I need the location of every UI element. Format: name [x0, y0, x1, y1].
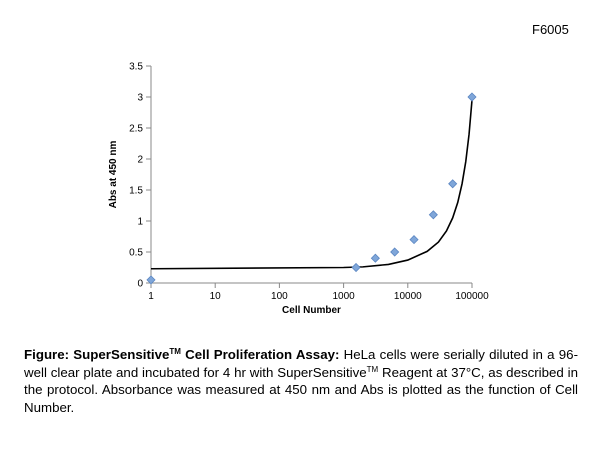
y-tick-label: 2	[137, 155, 143, 166]
x-tick-label: 1	[148, 291, 154, 302]
data-point	[428, 210, 438, 220]
figure-code: F6005	[532, 22, 569, 37]
data-points	[146, 92, 477, 285]
y-axis-label: Abs at 450 nm	[108, 140, 119, 208]
axes	[146, 65, 473, 288]
y-tick-label: 2.5	[129, 124, 143, 135]
data-point	[467, 92, 477, 102]
x-tick-label: 1000	[332, 291, 355, 302]
data-point	[146, 275, 156, 285]
trendline	[150, 100, 473, 270]
data-point	[409, 235, 419, 245]
data-point	[370, 253, 380, 263]
caption-title-main: Figure: SuperSensitive	[24, 347, 170, 362]
data-point	[390, 247, 400, 257]
y-tick-label: 1.5	[129, 186, 143, 197]
y-tick-label: 1	[137, 217, 143, 228]
caption-body-b: Reagent at 37°C, as described in the pro…	[24, 364, 579, 415]
data-point	[448, 179, 458, 189]
x-axis-label: Cell Number	[282, 305, 341, 316]
caption-body-sup: TM	[366, 364, 379, 374]
scatter-chart: 0 0.5 1 1.5 2 2.5 3 3.5 1 10 100 1000 10000 100000 Ce…	[108, 62, 489, 317]
y-tick-label: 3	[137, 93, 143, 104]
y-tick-label: 0	[137, 279, 143, 290]
y-tick-label: 3.5	[129, 62, 143, 73]
x-tick-label: 10000	[394, 291, 422, 302]
caption-title-rest: Cell Proliferation Assay:	[180, 347, 340, 362]
caption-body-a: HeLa cells were serially diluted in a 96…	[24, 347, 578, 380]
caption-title-sup: TM	[169, 347, 181, 356]
x-tick-label: 100000	[455, 291, 489, 302]
data-point	[351, 262, 361, 273]
figure-caption: Figure: SuperSensitiveTM Cell Proliferat…	[24, 346, 578, 416]
x-tick-label: 10	[210, 291, 222, 302]
caption-title: Figure: SuperSensitiveTM Cell Proliferat…	[24, 347, 339, 362]
y-tick-label: 0.5	[129, 248, 143, 259]
x-tick-label: 100	[271, 291, 288, 302]
tick-labels: 0 0.5 1 1.5 2 2.5 3 3.5 1 10 100 1000 10000 100000	[129, 62, 489, 303]
